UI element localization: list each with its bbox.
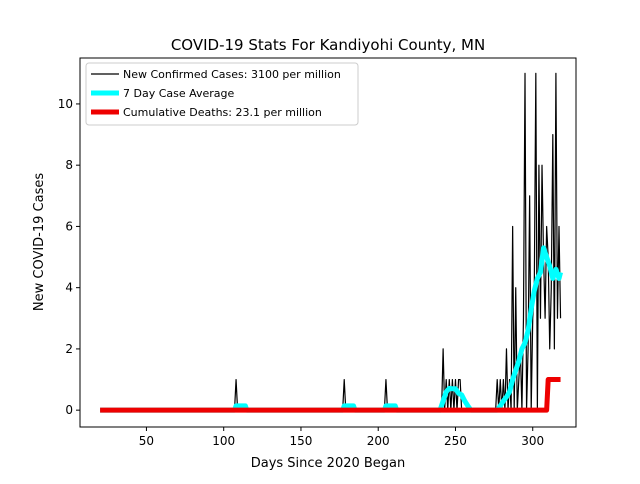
x-tick-label: 150 <box>290 434 313 448</box>
y-tick-label: 2 <box>65 342 73 356</box>
y-tick-label: 10 <box>58 97 73 111</box>
x-tick-label: 50 <box>139 434 154 448</box>
y-tick-label: 4 <box>65 281 73 295</box>
x-tick-label: 250 <box>444 434 467 448</box>
y-tick-label: 0 <box>65 403 73 417</box>
legend-label-deaths: Cumulative Deaths: 23.1 per million <box>123 106 322 119</box>
legend-label-average: 7 Day Case Average <box>123 87 235 100</box>
x-tick-label: 100 <box>212 434 235 448</box>
x-tick-label: 300 <box>521 434 544 448</box>
y-tick-label: 6 <box>65 219 73 233</box>
x-axis-label: Days Since 2020 Began <box>251 456 406 471</box>
y-axis-label: New COVID-19 Cases <box>32 173 47 311</box>
legend-box <box>85 62 359 126</box>
x-axis-ticks: 50 100 150 200 250 300 <box>139 427 544 448</box>
chart-legend: New Confirmed Cases: 3100 per million 7 … <box>85 62 359 126</box>
series-cumulative-deaths-line <box>100 377 561 413</box>
plot-frame <box>79 57 577 428</box>
legend-label-cases: New Confirmed Cases: 3100 per million <box>123 68 341 81</box>
series-new-cases-line <box>100 72 562 411</box>
chart-title: COVID-19 Stats For Kandiyohi County, MN <box>171 36 485 54</box>
series-layer <box>100 72 563 413</box>
y-tick-label: 8 <box>65 158 73 172</box>
x-tick-label: 200 <box>367 434 390 448</box>
y-axis-ticks: 0 2 4 6 8 10 <box>58 97 80 417</box>
